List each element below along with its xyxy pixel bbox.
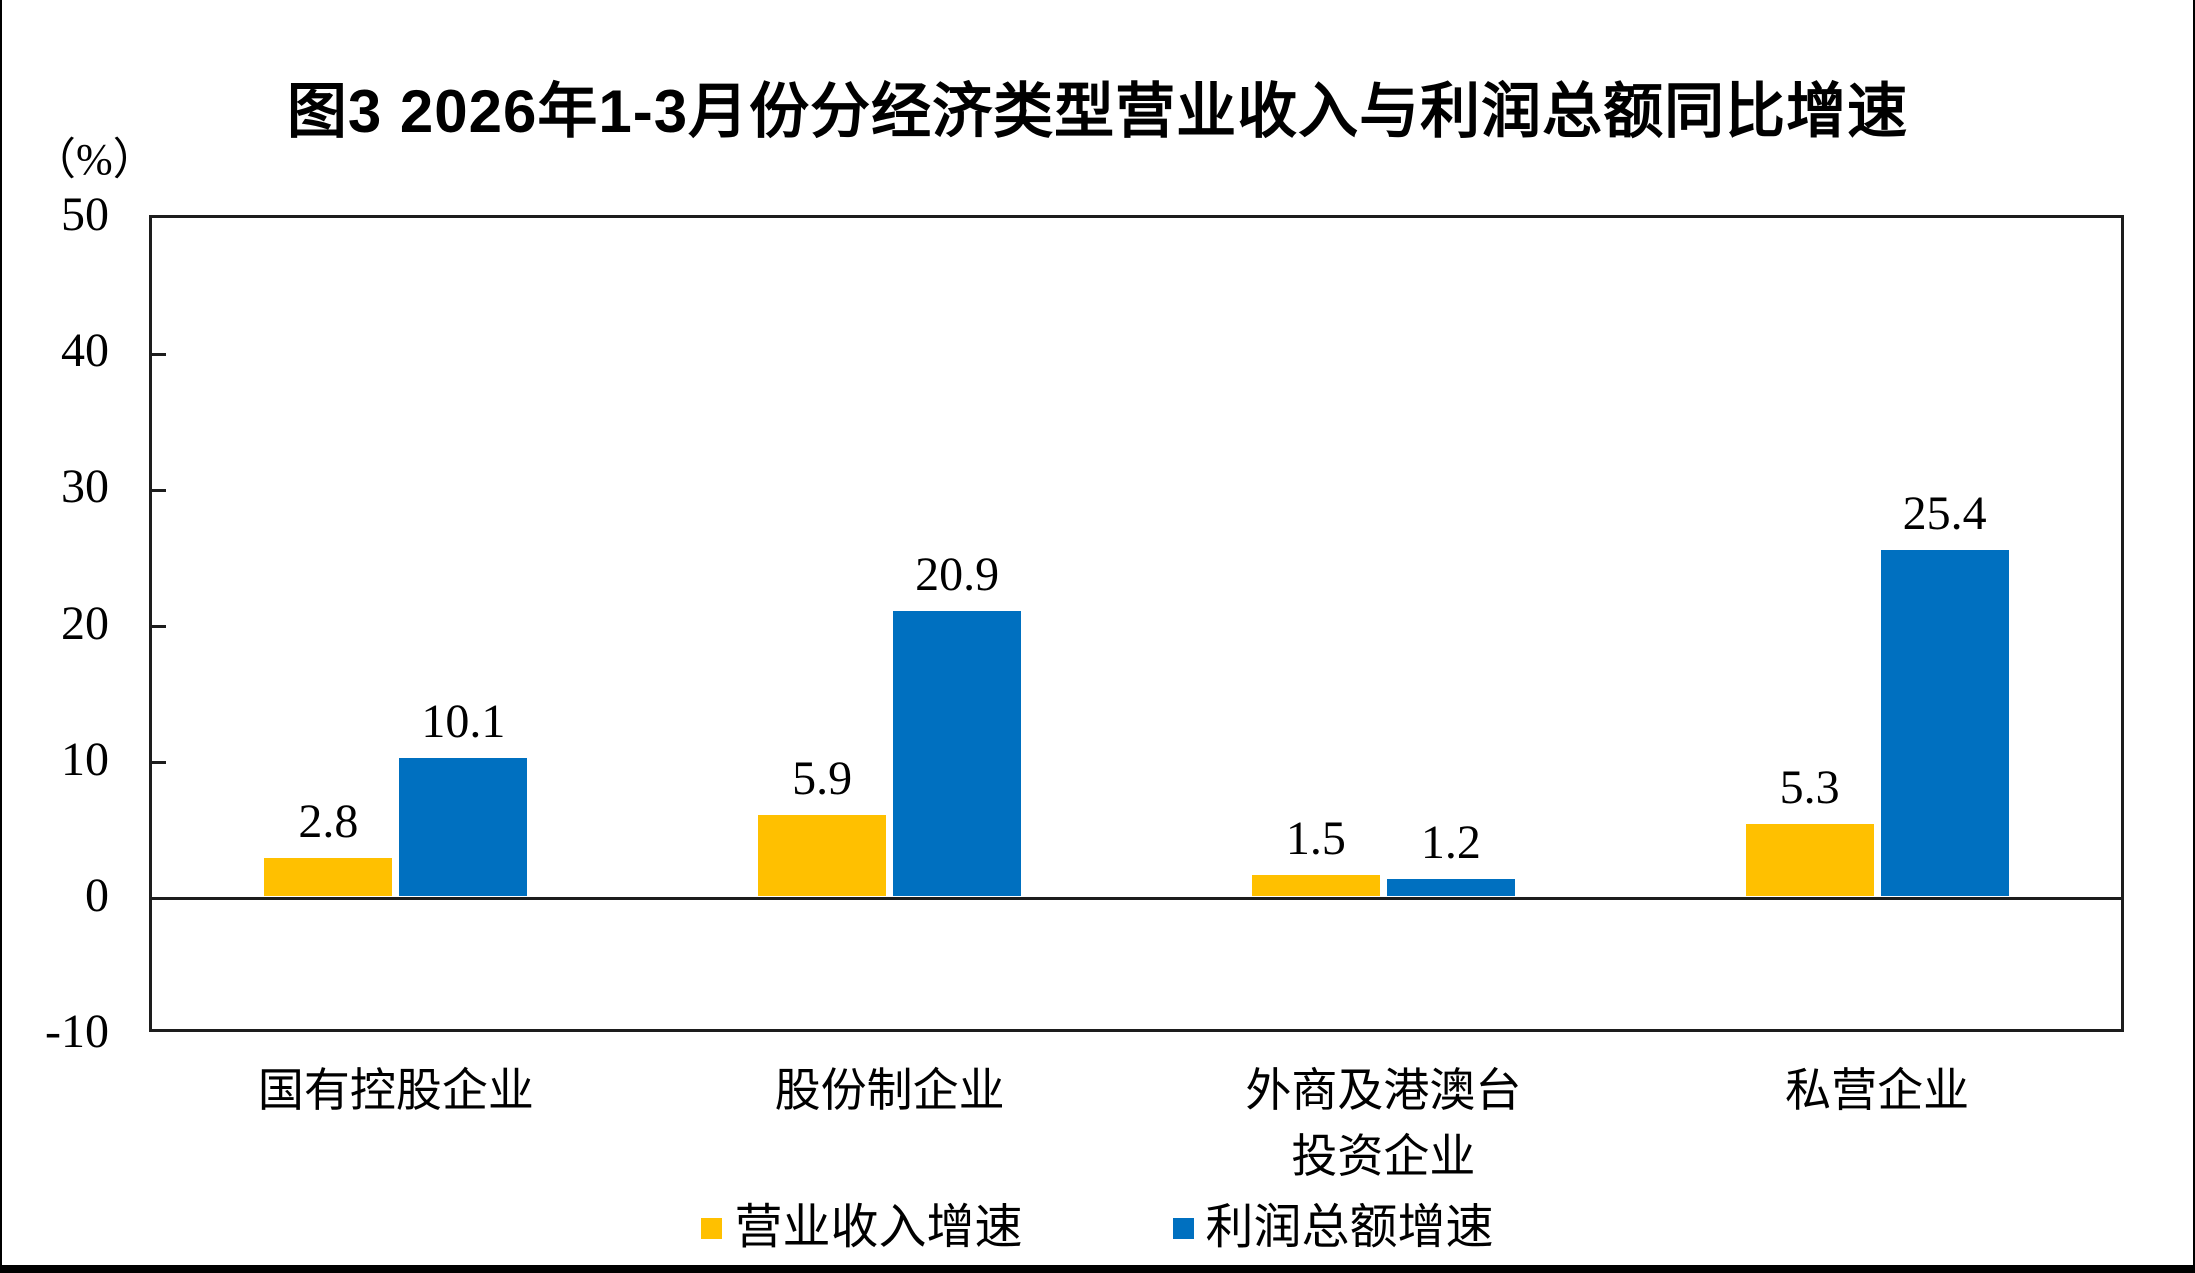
legend-item: 营业收入增速 bbox=[701, 1196, 1023, 1260]
legend: 营业收入增速 利润总额增速 bbox=[2, 1196, 2193, 1260]
y-tick-label: 20 bbox=[61, 596, 109, 650]
category-label-line: 股份制企业 bbox=[774, 1065, 1005, 1116]
y-tick-label: 30 bbox=[61, 460, 109, 514]
bar-segment bbox=[1745, 823, 1874, 896]
value-label: 10.1 bbox=[421, 695, 506, 749]
value-label: 25.4 bbox=[1902, 486, 1987, 540]
bar-segment bbox=[399, 758, 528, 896]
legend-label: 营业收入增速 bbox=[734, 1201, 1023, 1254]
y-tick-label: -10 bbox=[45, 1005, 109, 1058]
zero-gridline bbox=[152, 897, 2121, 901]
category-label-line: 外商及港澳台 bbox=[1245, 1065, 1522, 1116]
value-label: 5.3 bbox=[1779, 760, 1840, 814]
bar-segment bbox=[1386, 879, 1515, 896]
y-tick-label: 40 bbox=[61, 324, 109, 378]
legend-label: 利润总额增速 bbox=[1205, 1201, 1494, 1254]
bar-segment bbox=[1880, 549, 2009, 896]
y-tick-mark bbox=[152, 488, 166, 492]
legend-swatch bbox=[1172, 1217, 1194, 1239]
bar-segment bbox=[893, 611, 1022, 896]
y-tick-label: 10 bbox=[61, 732, 109, 786]
category-label-line: 投资企业 bbox=[1291, 1131, 1476, 1182]
category-label: 股份制企业 bbox=[630, 1058, 1150, 1124]
y-axis-unit-label: （%） bbox=[32, 135, 157, 184]
legend-item: 利润总额增速 bbox=[1172, 1196, 1494, 1260]
category-label-line: 私营企业 bbox=[1785, 1065, 1970, 1116]
value-label: 5.9 bbox=[792, 752, 853, 806]
value-label: 20.9 bbox=[915, 548, 1000, 602]
chart-title: 图3 2026年1-3月份分经济类型营业收入与利润总额同比增速 bbox=[286, 78, 1909, 145]
legend-swatch bbox=[701, 1217, 723, 1239]
plot-area bbox=[149, 215, 2124, 1032]
bar-segment bbox=[264, 857, 393, 896]
value-label: 1.2 bbox=[1420, 816, 1481, 870]
y-tick-label: 50 bbox=[61, 188, 109, 241]
y-tick-label: 0 bbox=[85, 868, 109, 922]
y-tick-mark bbox=[152, 352, 166, 356]
category-label: 外商及港澳台 投资企业 bbox=[1123, 1058, 1643, 1190]
y-tick-mark bbox=[152, 625, 166, 628]
category-label: 私营企业 bbox=[1617, 1058, 2137, 1124]
value-label: 1.5 bbox=[1285, 812, 1346, 866]
category-label-line: 国有控股企业 bbox=[257, 1065, 534, 1116]
value-label: 2.8 bbox=[298, 794, 359, 848]
category-label: 国有控股企业 bbox=[136, 1058, 656, 1124]
bar-segment bbox=[758, 815, 887, 896]
y-tick-mark bbox=[152, 761, 166, 765]
bar-segment bbox=[1251, 875, 1380, 896]
